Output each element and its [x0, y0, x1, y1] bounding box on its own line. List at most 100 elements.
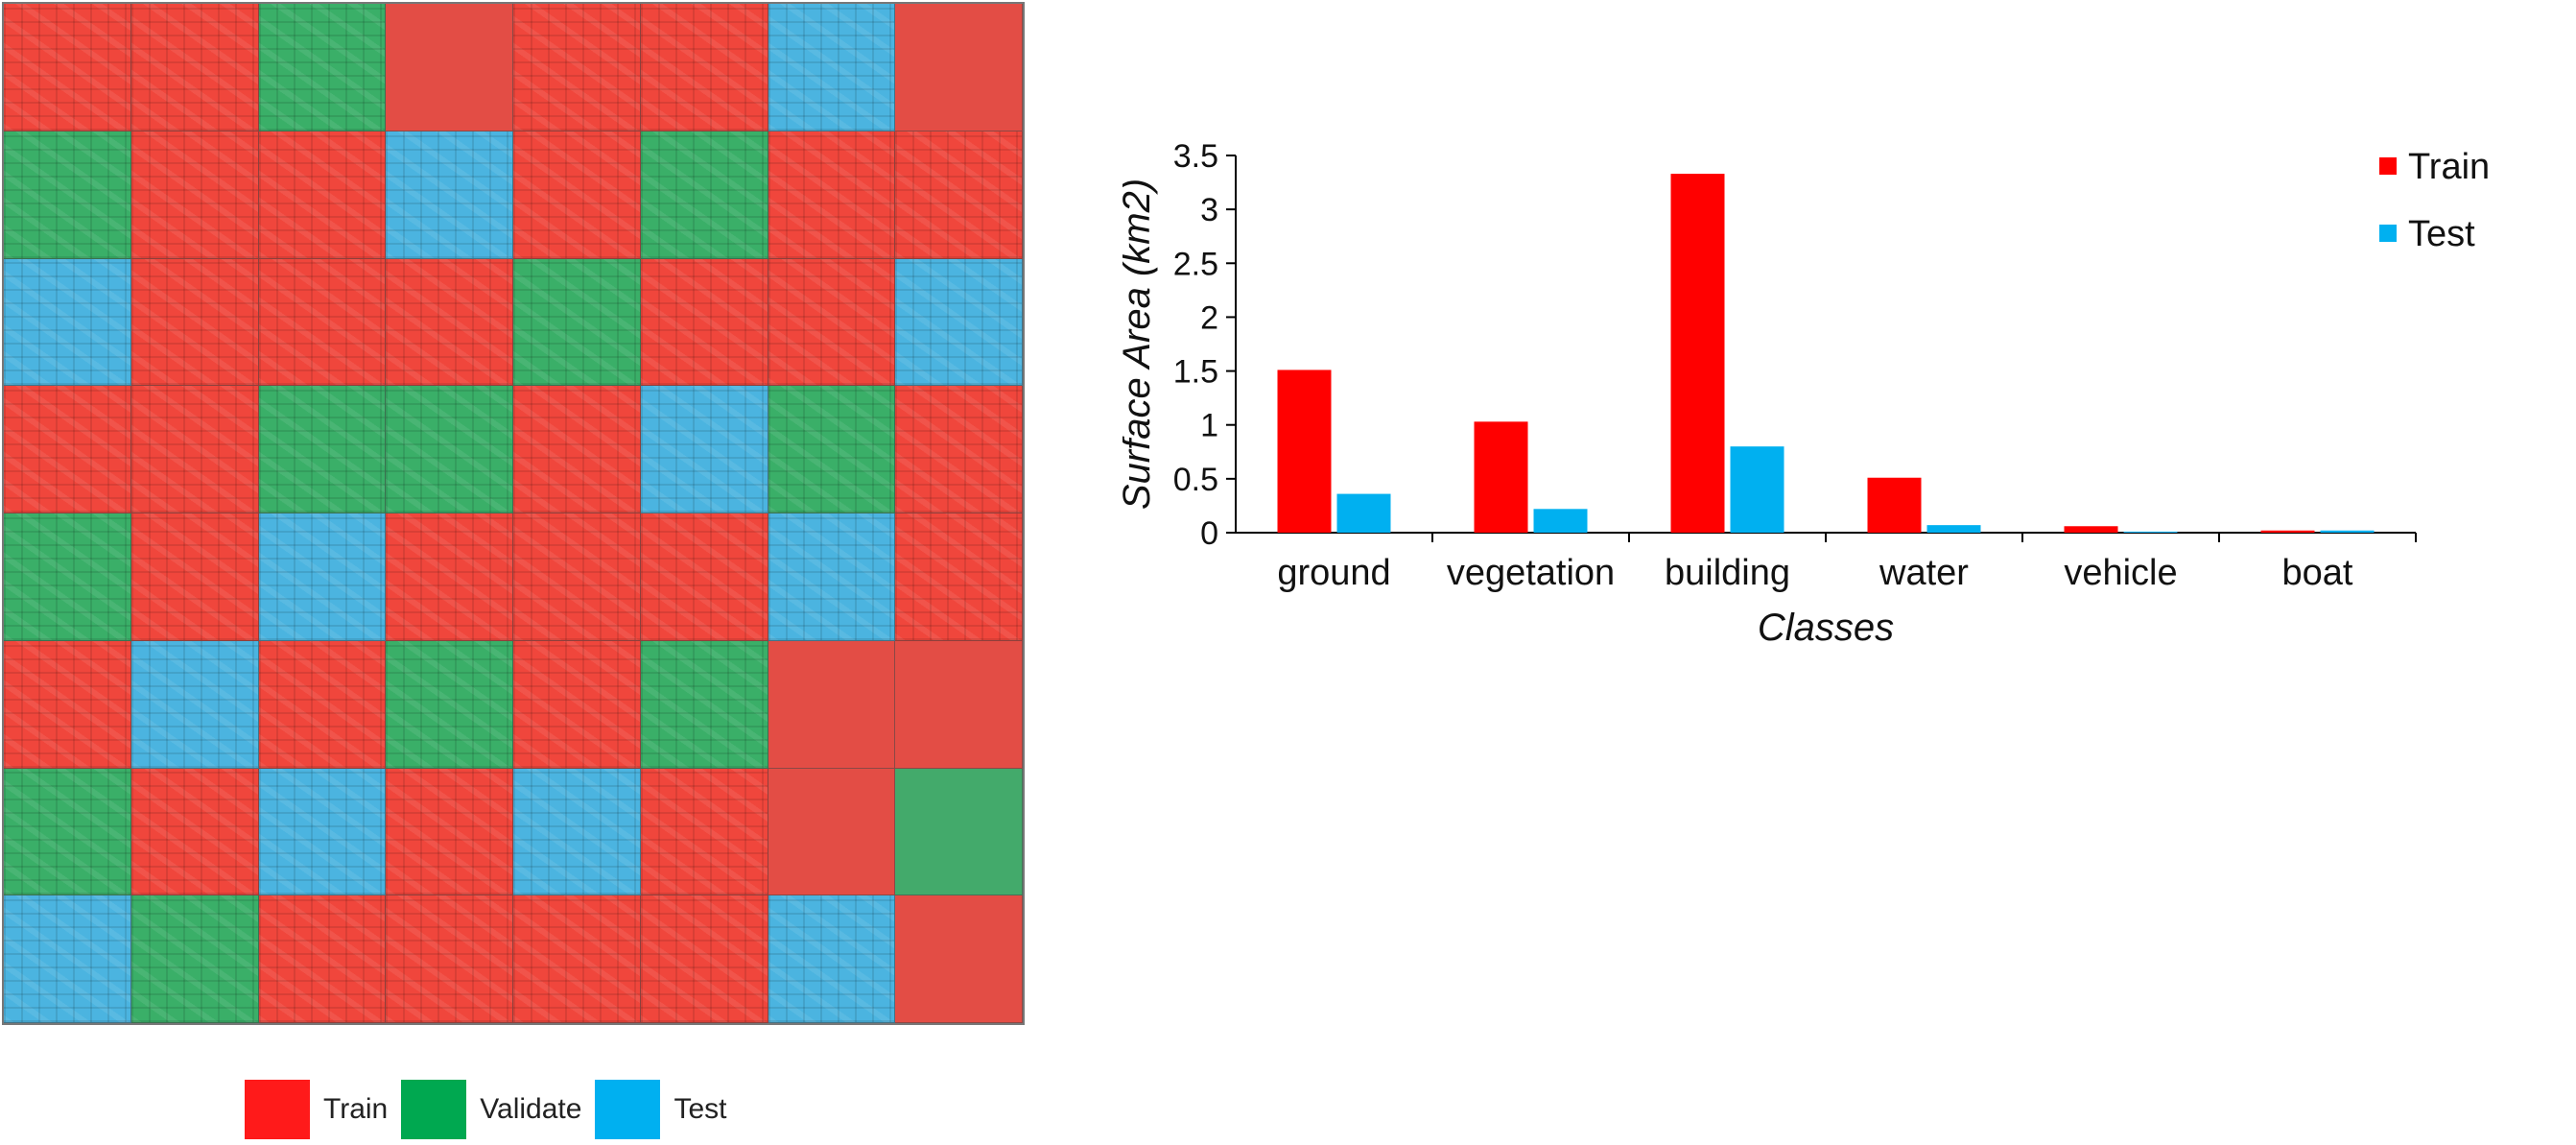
map-tile-train [513, 640, 641, 769]
map-tile-train [513, 386, 641, 513]
map-legend-label-test: Test [674, 1093, 727, 1125]
map-legend: Train Validate Test [245, 1079, 740, 1140]
surface-area-chart: 0 0.5 1 1.5 2 2.5 3 3.5 ground vegetation building… [1123, 144, 2562, 1008]
map-tile-validate [258, 386, 387, 513]
bar-test-building [1730, 446, 1784, 533]
map-tile-validate [895, 768, 1023, 896]
map-tile-train [768, 258, 896, 387]
y-tick-label: 0.5 [1173, 462, 1218, 498]
y-tick-label: 3.5 [1173, 144, 1218, 175]
map-legend-item-train: Train [245, 1080, 388, 1139]
bar-test-vegetation [1533, 509, 1588, 533]
map-tile-train [130, 386, 259, 513]
map-tile-train [130, 258, 259, 387]
map-tile-train [640, 895, 768, 1023]
map-tile-train [768, 640, 896, 769]
map-tile-train [130, 768, 259, 896]
y-tick-label: 1.5 [1173, 354, 1218, 391]
x-tick-label: water [1879, 553, 1969, 593]
chart-legend-label-train: Train [2408, 147, 2490, 187]
map-tile-train [386, 513, 513, 641]
map-tile-test [640, 386, 768, 513]
map-tile-test [513, 768, 641, 896]
map-legend-item-validate: Validate [401, 1080, 581, 1139]
map-tile-test [895, 258, 1023, 387]
bar-test-water [1926, 525, 1981, 533]
map-tile-train [258, 895, 387, 1023]
chart-bars [1277, 174, 2375, 534]
bar-train-vegetation [1474, 421, 1528, 533]
tile-grid [2, 2, 1025, 1025]
x-tick-label: vegetation [1447, 553, 1615, 593]
y-tick-label: 0 [1200, 515, 1218, 552]
map-legend-swatch-train [245, 1080, 310, 1139]
map-tile-train [895, 513, 1023, 641]
map-tile-train [768, 131, 896, 259]
bar-train-boat [2260, 530, 2315, 533]
map-tile-test [258, 768, 387, 896]
map-tile-train [895, 4, 1023, 131]
map-tile-validate [640, 640, 768, 769]
bar-train-building [1670, 174, 1725, 534]
chart-legend: Train Test [2379, 147, 2490, 254]
y-tick-label: 2 [1200, 299, 1218, 336]
chart-legend-label-test: Test [2408, 214, 2475, 254]
map-tile-validate [768, 386, 896, 513]
bar-train-vehicle [2064, 526, 2118, 533]
map-tile-train [895, 131, 1023, 259]
map-tile-validate [4, 768, 131, 896]
map-legend-swatch-test [595, 1080, 661, 1139]
map-tile-validate [386, 640, 513, 769]
map-tile-test [768, 895, 896, 1023]
map-legend-label-train: Train [323, 1093, 389, 1125]
map-tile-train [640, 4, 768, 131]
map-tile-test [768, 4, 896, 131]
map-tile-train [4, 4, 131, 131]
bar-train-ground [1277, 370, 1332, 533]
map-tile-train [386, 258, 513, 387]
map-tile-validate [513, 258, 641, 387]
x-tick-label: building [1665, 553, 1790, 593]
map-tile-train [258, 131, 387, 259]
map-tile-train [386, 768, 513, 896]
y-tick-label: 3 [1200, 192, 1218, 228]
map-tile-test [386, 131, 513, 259]
x-tick-label: vehicle [2064, 553, 2177, 593]
map-tile-test [258, 513, 387, 641]
map-legend-item-test: Test [595, 1080, 726, 1139]
map-tile-train [130, 4, 259, 131]
y-tick-label: 2.5 [1173, 246, 1218, 282]
map-tile-test [4, 258, 131, 387]
map-tile-train [513, 4, 641, 131]
map-tile-train [258, 640, 387, 769]
map-tile-test [130, 640, 259, 769]
map-tile-validate [4, 131, 131, 259]
x-tick-label: ground [1277, 553, 1390, 593]
bar-train-water [1867, 477, 1922, 533]
map-tile-train [640, 513, 768, 641]
chart-legend-swatch-test [2379, 225, 2397, 242]
y-tick-label: 1 [1200, 408, 1218, 444]
map-legend-swatch-validate [401, 1080, 467, 1139]
map-tile-train [130, 131, 259, 259]
bar-test-vehicle [2123, 531, 2178, 533]
map-tile-train [386, 895, 513, 1023]
map-tile-train [4, 640, 131, 769]
chart-legend-swatch-train [2379, 157, 2397, 175]
chart-axes: 0 0.5 1 1.5 2 2.5 3 3.5 ground vegetation building… [1173, 144, 2417, 593]
map-tile-train [895, 895, 1023, 1023]
map-tile-train [4, 386, 131, 513]
map-tile-validate [386, 386, 513, 513]
map-tile-test [4, 895, 131, 1023]
map-tile-train [130, 513, 259, 641]
map-tile-train [386, 4, 513, 131]
map-tile-validate [640, 131, 768, 259]
map-tile-train [895, 386, 1023, 513]
bar-test-boat [2320, 530, 2375, 533]
x-axis-title: Classes [1758, 607, 1894, 649]
chart-svg: 0 0.5 1 1.5 2 2.5 3 3.5 ground vegetation building… [1123, 144, 2490, 649]
map-tile-test [768, 513, 896, 641]
y-axis-title: Surface Area (km2) [1123, 179, 1158, 510]
map-tile-validate [4, 513, 131, 641]
map-tile-train [513, 513, 641, 641]
